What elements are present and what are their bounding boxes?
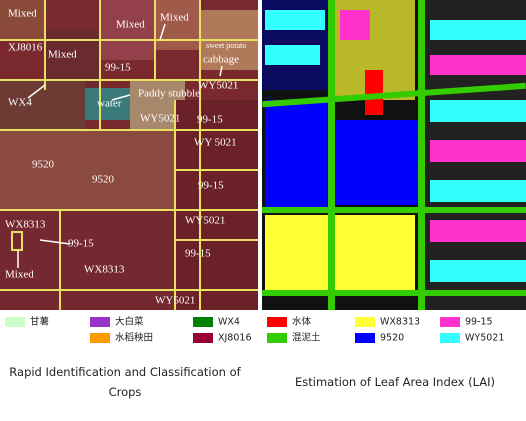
lai-image <box>262 0 526 310</box>
legend-label: WX8313 <box>380 317 420 328</box>
legend-label: 水体 <box>292 316 312 328</box>
crop-label: Mixed <box>5 269 34 281</box>
legend-label: 水稻秧田 <box>115 332 153 344</box>
crop-label: WY 5021 <box>194 137 237 149</box>
caption: Estimation of Leaf Area Index (LAI) <box>294 375 495 389</box>
crop-label: 9520 <box>92 174 115 186</box>
legend-swatch <box>355 317 375 327</box>
legend-label: 9520 <box>380 333 404 344</box>
crop-label: sweet potato <box>206 41 246 50</box>
legend-label: XJ8016 <box>218 333 252 344</box>
images: Mixed Mixed Mixed XJ8016 Mixed 99-15 swe… <box>0 0 526 344</box>
crop-label: 99-15 <box>185 248 211 260</box>
crop-label: water <box>97 98 122 110</box>
legend-swatch <box>267 333 287 343</box>
legend-label: 99-15 <box>465 317 493 328</box>
legend-swatch <box>440 317 460 327</box>
legend-swatch <box>90 333 110 343</box>
crop-label: Mixed <box>48 49 77 61</box>
crop-label: 99-15 <box>105 62 131 74</box>
legend-label: 大白菜 <box>115 316 144 328</box>
crop-label: WX8313 <box>5 219 46 231</box>
legend-label: 甘薯 <box>30 316 49 328</box>
arrows <box>17 23 223 268</box>
caption: Rapid Identification and Classification … <box>9 365 241 399</box>
crop-label: cabbage <box>203 54 239 66</box>
legend-swatch <box>267 317 287 327</box>
crop-label: 99-15 <box>198 180 224 192</box>
legend-label: 混泥土 <box>292 332 321 344</box>
legend-swatch <box>440 333 460 343</box>
legend-swatch <box>90 317 110 327</box>
crop-label: Mixed <box>8 8 37 20</box>
crop-label: 99-15 <box>68 238 94 250</box>
legend-swatch <box>193 333 213 343</box>
crop-label: WX4 <box>8 97 32 109</box>
crop-label: Paddy stubble <box>138 88 200 100</box>
classification-image <box>0 0 258 310</box>
legend-swatch <box>193 317 213 327</box>
legend-label: WY5021 <box>465 333 504 344</box>
crop-label: WY5021 <box>140 113 180 125</box>
crop-label: 99-15 <box>197 114 223 126</box>
legend-swatch <box>5 317 25 327</box>
crop-label: WY5021 <box>155 295 195 307</box>
legend-label: WX4 <box>218 317 240 328</box>
crop-label: XJ8016 <box>8 42 43 54</box>
crop-label: WX8313 <box>84 264 125 276</box>
crop-label: 9520 <box>32 159 55 171</box>
crop-label: Mixed <box>160 12 189 24</box>
crop-label: Mixed <box>116 19 145 31</box>
crop-label: WY5021 <box>185 215 225 227</box>
crop-label: WY5021 <box>198 80 238 92</box>
legend-swatch <box>355 333 375 343</box>
